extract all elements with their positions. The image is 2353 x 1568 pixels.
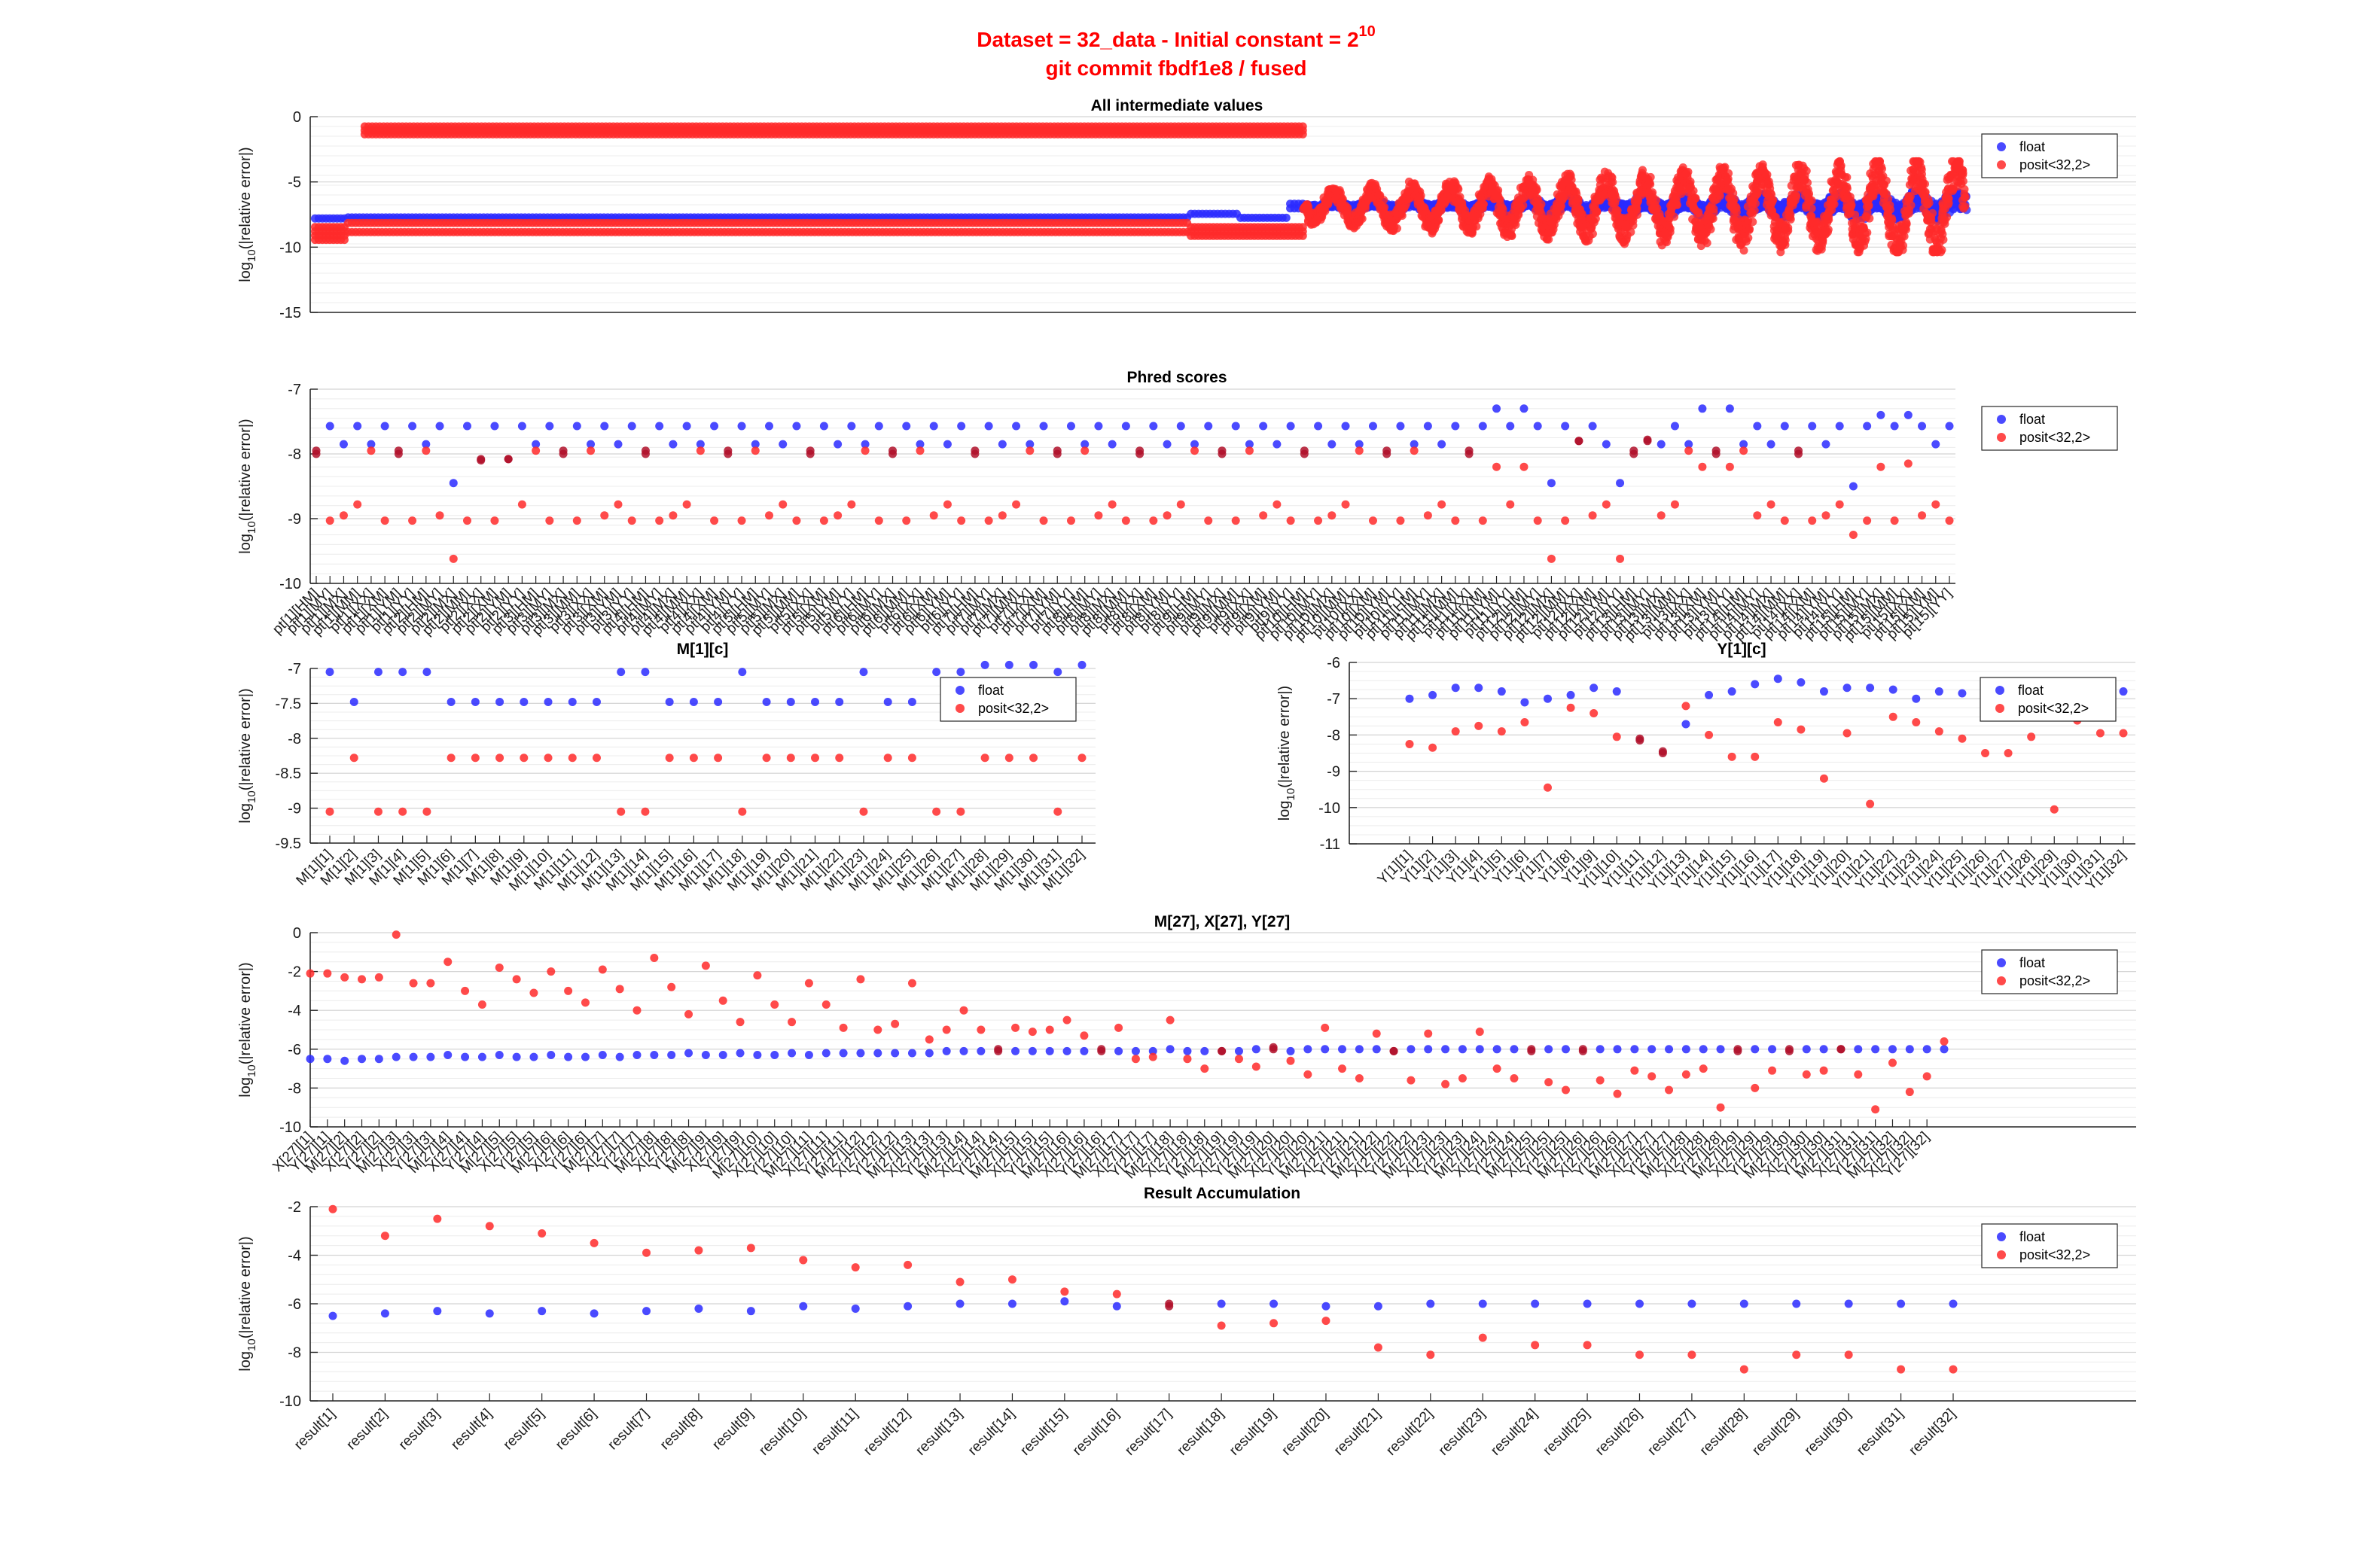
- y-tick-label: -5: [288, 175, 301, 191]
- posit-point: [1666, 227, 1675, 236]
- posit-point: [340, 236, 349, 245]
- float-point: [1282, 213, 1291, 222]
- posit-point: [1454, 184, 1463, 193]
- y-tick-label: 0: [293, 109, 301, 126]
- posit-point: [1358, 215, 1367, 224]
- panels: 0 -5 -10 -15 All intermediate values log10(|r…: [237, 97, 2136, 1459]
- posit-point: [1646, 180, 1655, 189]
- posit-point: [1632, 204, 1641, 213]
- posit-point: [1532, 185, 1541, 194]
- posit-point: [1574, 195, 1583, 204]
- posit-point: [1298, 129, 1307, 139]
- y-tick-label: -10: [279, 239, 301, 256]
- y-tick-label: -15: [279, 305, 301, 321]
- posit-point: [1592, 209, 1601, 218]
- posit-point: [1298, 231, 1307, 240]
- posit-point: [1379, 196, 1388, 205]
- posit-point: [1608, 178, 1617, 187]
- posit-point: [1612, 194, 1621, 203]
- figure-title: Dataset = 32_data - Initial constant = 2…: [977, 23, 1376, 51]
- panel-title: All intermediate values: [1091, 97, 1263, 114]
- posit-point: [1472, 222, 1481, 231]
- figure-title-exponent: 10: [1359, 23, 1376, 40]
- posit-point: [1691, 193, 1700, 202]
- posit-point: [1434, 216, 1443, 225]
- figure-subtitle: git commit fbdf1e8 / fused: [1046, 56, 1307, 80]
- posit-point: [1507, 230, 1516, 239]
- posit-point: [1479, 200, 1488, 209]
- posit-point: [1672, 200, 1681, 209]
- posit-point: [1567, 175, 1576, 184]
- panel-all: 0 -5 -10 -15 All intermediate values log10(|r…: [237, 97, 2136, 321]
- posit-point: [1670, 212, 1679, 221]
- posit-point: [1392, 224, 1401, 233]
- y-axis-label: log10(|relative error|): [237, 147, 258, 282]
